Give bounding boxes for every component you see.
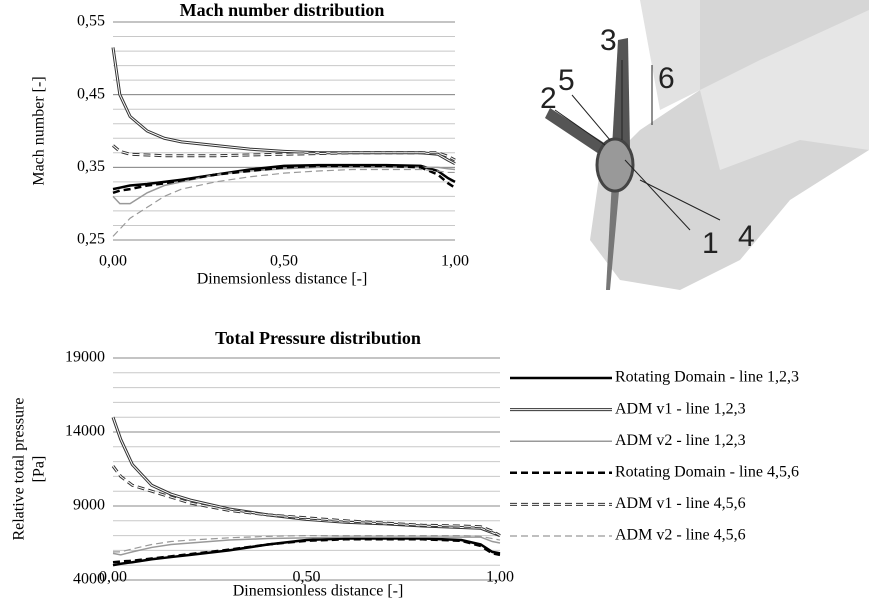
x-axis-label: Dinemsionless distance [-] [197,271,368,288]
y-tick-label: 4000 [73,571,105,588]
y-tick-label: 0,45 [77,85,105,102]
chart-title: Total Pressure distribution [215,328,421,348]
blade [612,38,630,148]
legend-label: Rotating Domain - line 4,5,6 [615,463,799,480]
y-tick-label: 0,25 [77,231,105,248]
chart-title: Mach number distribution [180,0,385,20]
y-tick-label: 0,55 [77,13,105,30]
series-line [112,168,455,237]
y-axis-label: Relative total pressure [11,397,28,540]
blade [545,108,612,158]
nacelle-illustration: 1 2 3 4 5 6 [540,0,869,290]
series-line [111,47,456,166]
probe-label: 4 [738,220,755,253]
series-line-inner [112,465,501,537]
legend-label: ADM v2 - line 1,2,3 [615,432,746,449]
x-tick-label: 0,00 [99,569,127,586]
pylon [640,0,700,110]
x-tick-label: 1,00 [441,253,469,270]
x-tick-label: 1,00 [486,569,514,586]
probe-label: 1 [702,227,719,260]
blade [606,180,620,290]
probe-line [624,159,691,231]
legend-label: ADM v2 - line 4,5,6 [615,527,746,544]
probe-line [571,94,611,141]
probe-line [639,179,721,221]
probe-label: 2 [540,82,557,115]
series-line [112,536,501,556]
legend-label: Rotating Domain - line 1,2,3 [615,369,799,386]
probe-label: 5 [558,64,575,97]
probe-line [554,109,606,146]
probe-label: 6 [658,62,675,95]
series-line-inner [112,417,501,537]
legend-label: ADM v1 - line 1,2,3 [615,400,746,417]
x-tick-label: 0,00 [99,253,127,270]
x-axis-label: Dinemsionless distance [-] [233,583,404,600]
spinner [595,137,635,193]
legend-label: ADM v1 - line 4,5,6 [615,495,746,512]
y-tick-label: 9000 [73,497,105,514]
y-axis-label: [Pa] [31,456,48,483]
series-line [112,164,456,194]
series-line-inner [112,145,456,161]
series-line [112,537,501,567]
x-tick-label: 0,50 [270,253,298,270]
y-tick-label: 0,35 [77,158,105,175]
series-line [112,163,456,191]
y-tick-label: 19000 [65,349,105,366]
wing [700,10,869,170]
y-axis-label: Mach number [-] [31,76,48,185]
x-tick-label: 0,50 [293,569,321,586]
series-line-inner [112,47,456,165]
probe-label: 3 [600,24,617,57]
y-tick-label: 14000 [65,423,105,440]
